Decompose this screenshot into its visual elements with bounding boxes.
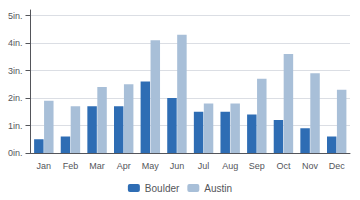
svg-text:1in.: 1in. — [8, 121, 23, 131]
svg-text:3in.: 3in. — [8, 66, 23, 76]
svg-text:Sep: Sep — [249, 161, 265, 171]
svg-text:Jul: Jul — [198, 161, 210, 171]
svg-text:Dec: Dec — [329, 161, 346, 171]
svg-text:4in.: 4in. — [8, 38, 23, 48]
svg-text:Austin: Austin — [204, 183, 232, 194]
svg-text:Oct: Oct — [276, 161, 291, 171]
svg-text:Jan: Jan — [37, 161, 52, 171]
svg-text:May: May — [142, 161, 160, 171]
svg-text:Mar: Mar — [89, 161, 105, 171]
svg-text:Nov: Nov — [302, 161, 319, 171]
svg-text:Apr: Apr — [117, 161, 131, 171]
svg-text:2in.: 2in. — [8, 93, 23, 103]
svg-text:0in.: 0in. — [8, 148, 23, 158]
svg-text:5in.: 5in. — [8, 11, 23, 21]
svg-text:Aug: Aug — [222, 161, 238, 171]
svg-text:Jun: Jun — [170, 161, 185, 171]
svg-text:Boulder: Boulder — [145, 183, 180, 194]
svg-text:Feb: Feb — [63, 161, 79, 171]
